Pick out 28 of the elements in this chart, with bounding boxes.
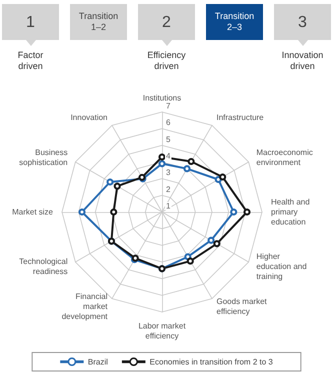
spoke-label: Technological readiness	[19, 257, 68, 276]
spoke-label: Institutions	[142, 94, 182, 102]
text: Transition 1–2	[70, 4, 127, 40]
spoke-label: Macroeconomic environment	[256, 148, 313, 167]
y-tick-label: 1	[166, 202, 171, 210]
spoke-label: Goods market efficiency	[216, 296, 268, 316]
spoke-label: Market size	[12, 208, 54, 216]
text: Factor driven	[16, 50, 44, 72]
spoke-label: Infrastructure	[216, 113, 264, 122]
y-tick-label: 2	[166, 184, 171, 194]
spoke-label: Higher education and training	[256, 252, 307, 281]
text: 1	[2, 4, 59, 40]
text: Efficiency driven	[146, 50, 187, 72]
spoke-label: Business sophistication	[19, 148, 68, 167]
spoke-label: Innovation	[70, 113, 108, 122]
spoke-label: Financial market development	[62, 292, 108, 321]
spoke-label: Labor market efficiency	[138, 322, 186, 340]
y-tick-label: 5	[166, 134, 171, 144]
spoke-label: Health and primary education	[271, 198, 310, 226]
text: Innovation driven	[280, 50, 324, 72]
legend-label: Economies in transition from 2 to 3	[150, 357, 274, 366]
text: Transition 2–3	[206, 4, 263, 40]
y-tick-label: 6	[166, 118, 171, 128]
legend-label: Brazil	[88, 357, 108, 366]
y-tick-label: 3	[166, 168, 171, 178]
text: 3	[274, 4, 331, 40]
y-tick-label: 7	[166, 102, 171, 110]
y-tick-label: 4	[166, 152, 171, 160]
